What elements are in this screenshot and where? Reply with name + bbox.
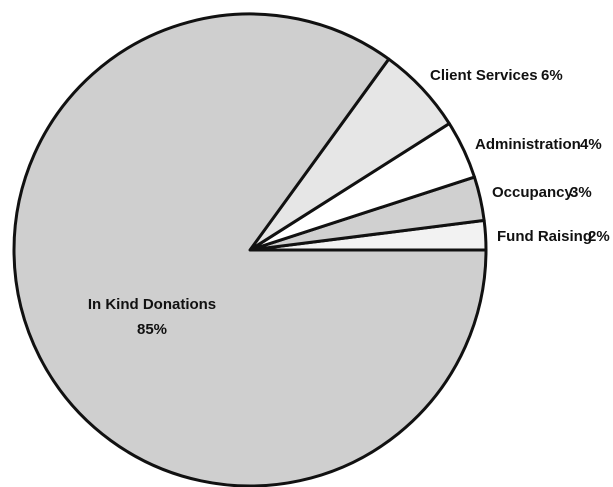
value-in-kind-donations: 85%: [137, 321, 167, 338]
pie-labels: Client Services 6% Administration 4% Occ…: [88, 67, 610, 338]
value-fund-raising: 2%: [588, 228, 610, 245]
value-occupancy: 3%: [570, 184, 592, 201]
pie-slice-in-kind-donations: [12, 12, 488, 487]
label-client-services: Client Services: [430, 67, 538, 84]
label-fund-raising: Fund Raising: [497, 228, 592, 245]
label-administration: Administration: [475, 136, 581, 153]
label-occupancy: Occupancy: [492, 184, 574, 201]
value-client-services: 6%: [541, 67, 563, 84]
value-administration: 4%: [580, 136, 602, 153]
label-in-kind-donations: In Kind Donations: [88, 296, 216, 313]
pie-slices: [12, 12, 488, 487]
